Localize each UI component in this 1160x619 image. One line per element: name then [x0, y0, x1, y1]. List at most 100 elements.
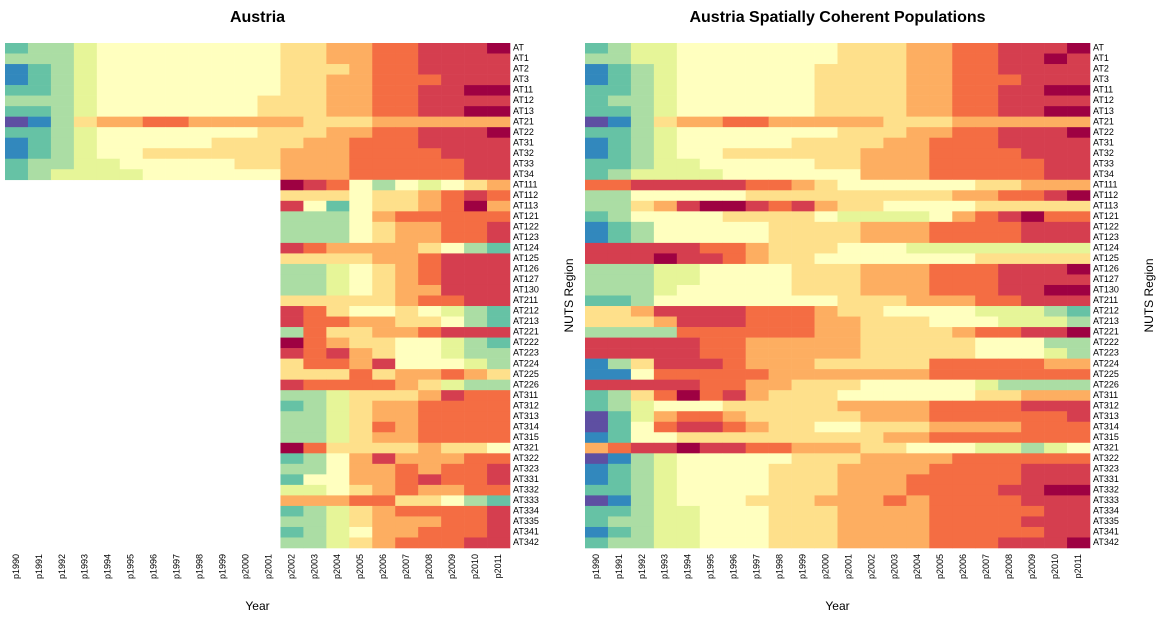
heatmap-cell	[418, 211, 442, 223]
heatmap-cell	[418, 200, 442, 212]
heatmap-cell	[418, 463, 442, 475]
heatmap-cell	[326, 253, 350, 265]
heatmap-cell	[630, 295, 655, 307]
heatmap-cell	[837, 369, 861, 380]
heatmap-cell	[837, 106, 861, 117]
heatmap-cell	[722, 221, 746, 233]
heatmap-cell	[441, 442, 465, 454]
heatmap-cell	[768, 453, 792, 465]
heatmap-cell	[745, 148, 769, 160]
heatmap-cell	[630, 148, 655, 160]
heatmap-cell	[441, 463, 465, 475]
heatmap-cell	[906, 211, 930, 223]
heatmap-cell	[768, 474, 792, 486]
heatmap-cell	[607, 95, 632, 107]
heatmap-cell	[487, 505, 511, 517]
heatmap-cell	[349, 526, 373, 538]
heatmap-cell	[441, 106, 465, 117]
heatmap-cell	[630, 137, 655, 149]
heatmap-cell	[372, 158, 396, 170]
heatmap-cell	[906, 327, 930, 338]
heatmap-cell	[791, 158, 815, 170]
heatmap-cell	[418, 537, 442, 549]
heatmap-cell	[1067, 53, 1091, 65]
heatmap-cell	[929, 306, 953, 317]
heatmap-cell	[952, 95, 976, 107]
heatmap-cell	[768, 106, 792, 117]
heatmap-cell	[745, 253, 769, 265]
heatmap-cell	[607, 316, 632, 328]
heatmap-cell	[768, 253, 792, 265]
heatmap-cell	[607, 379, 632, 391]
heatmap-cell	[998, 85, 1022, 96]
heatmap-cell	[395, 232, 419, 244]
heatmap-cell	[837, 253, 861, 265]
heatmap-cell	[303, 505, 327, 517]
heatmap-cell	[27, 127, 52, 138]
heatmap-cell	[745, 295, 769, 307]
heatmap-cell	[585, 242, 609, 254]
heatmap-cell	[722, 127, 746, 138]
heatmap-cell	[188, 53, 212, 65]
heatmap-cell	[791, 95, 815, 107]
heatmap-cell	[929, 337, 953, 349]
heatmap-cell	[211, 74, 235, 86]
heatmap-cell	[929, 411, 953, 423]
heatmap-cell	[1067, 158, 1091, 170]
heatmap-cell	[745, 453, 769, 465]
heatmap-cell	[699, 221, 724, 233]
heatmap-cell	[906, 190, 930, 202]
heatmap-cell	[441, 369, 465, 380]
heatmap-cell	[303, 484, 327, 496]
heatmap-cell	[487, 242, 511, 254]
heatmap-cell	[1067, 390, 1091, 402]
heatmap-cell	[464, 337, 488, 349]
heatmap-cell	[952, 253, 976, 265]
heatmap-cell	[349, 295, 373, 307]
heatmap-cell	[814, 400, 838, 412]
heatmap-cell	[883, 148, 907, 160]
heatmap-cell	[395, 526, 419, 538]
heatmap-cell	[630, 211, 655, 223]
heatmap-cell	[607, 263, 632, 275]
heatmap-cell	[188, 127, 212, 138]
heatmap-cell	[441, 526, 465, 538]
heatmap-cell	[676, 64, 701, 75]
heatmap-cell	[998, 337, 1022, 349]
heatmap-cell	[349, 379, 373, 391]
heatmap-cell	[1067, 211, 1091, 223]
heatmap-cell	[653, 106, 678, 117]
heatmap-cell	[487, 127, 511, 138]
heatmap-cell	[653, 390, 678, 402]
heatmap-cell	[676, 116, 701, 128]
heatmap-cell	[860, 463, 884, 475]
heatmap-cell	[653, 169, 678, 181]
heatmap-cell	[1044, 474, 1068, 486]
heatmap-cell	[372, 379, 396, 391]
heatmap-cell	[349, 95, 373, 107]
heatmap-cell	[418, 337, 442, 349]
heatmap-cell	[676, 421, 701, 433]
heatmap-cell	[998, 242, 1022, 254]
heatmap-cell	[975, 537, 999, 549]
heatmap-cell	[5, 85, 29, 96]
heatmap-cell	[349, 43, 373, 54]
heatmap-cell	[722, 474, 746, 486]
heatmap-cell	[303, 242, 327, 254]
heatmap-cell	[745, 484, 769, 496]
heatmap-cell	[326, 232, 350, 244]
heatmap-cell	[1044, 327, 1068, 338]
heatmap-cell	[745, 400, 769, 412]
heatmap-cell	[349, 327, 373, 338]
heatmap-cell	[441, 516, 465, 528]
heatmap-cell	[906, 137, 930, 149]
heatmap-cell	[745, 95, 769, 107]
heatmap-cell	[607, 284, 632, 296]
heatmap-cell	[975, 348, 999, 359]
heatmap-cell	[1067, 190, 1091, 202]
heatmap-cell	[1044, 484, 1068, 496]
heatmap-cell	[791, 169, 815, 181]
heatmap-cell	[791, 116, 815, 128]
heatmap-cell	[257, 137, 281, 149]
heatmap-cell	[303, 137, 327, 149]
